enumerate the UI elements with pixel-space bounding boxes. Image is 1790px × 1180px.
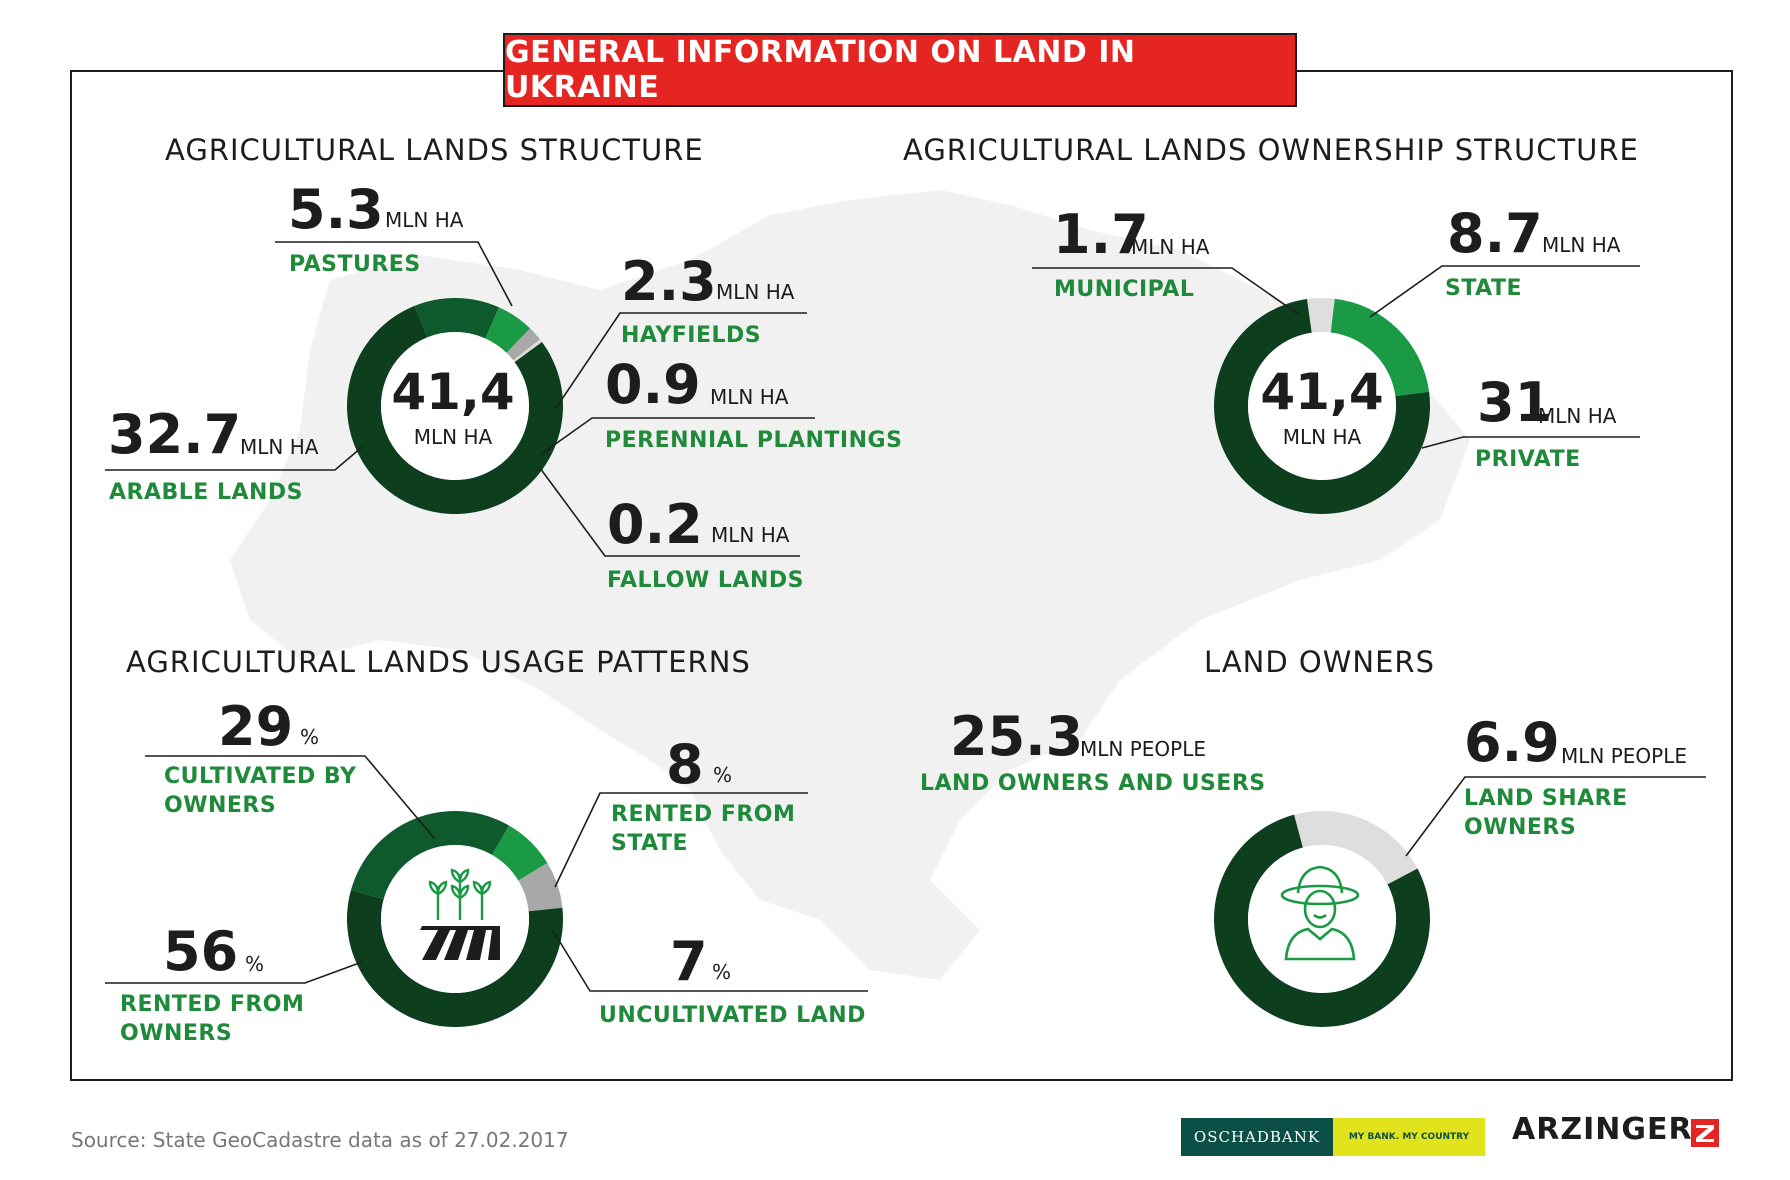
unit-fallow: MLN HA [711,523,790,547]
leader-private [1421,436,1640,449]
donut-ownership-structure [1214,297,1430,514]
unit-private: MLN HA [1538,404,1617,428]
value-municipal: 1.7 [1053,203,1149,266]
unit-uncultivated: % [712,960,732,984]
arzinger-logo: ARZINGER [1512,1112,1693,1147]
leader-state [1369,265,1640,318]
leader-rented-owners [105,961,363,984]
leader-cultivated [145,755,435,839]
value-fallow: 0.2 [607,493,703,556]
leader-pastures [275,241,513,307]
donut-lands-structure [347,298,564,514]
slice-hayfields [485,307,531,353]
leader-hayfields [555,312,807,409]
label-owners-users: LAND OWNERS AND USERS [920,771,1266,796]
value-pastures: 5.3 [288,178,384,241]
value-uncultivated: 7 [670,930,708,993]
slice-rented-from-state [492,825,548,881]
slice-land-share-owners [1294,811,1418,885]
leader-municipal [1032,267,1299,315]
label-share-owners-2: OWNERS [1464,815,1577,840]
oschadbank-tagline-text: MY BANK. MY COUNTRY [1348,1132,1470,1142]
leader-rented-state [554,792,808,888]
unit-state: MLN HA [1542,233,1621,257]
farmer-icon [1280,865,1360,961]
leader-fallow [539,467,800,557]
leader-perennial [539,417,815,456]
donut-hole [381,332,529,480]
leader-uncultivated [551,928,868,992]
value-arable: 32.7 [108,403,242,466]
center-value-lands: 41,4 [391,363,515,421]
title-ownership-structure: AGRICULTURAL LANDS OWNERSHIP STRUCTURE [903,133,1639,167]
center-value-ownership: 41,4 [1260,363,1384,421]
slice-land-owners-and-users [1214,814,1430,1027]
unit-perennial: MLN HA [710,385,789,409]
label-share-owners-1: LAND SHARE [1464,786,1628,811]
title-lands-structure: AGRICULTURAL LANDS STRUCTURE [165,133,704,167]
page-title: GENERAL INFORMATION ON LAND IN UKRAINE [503,33,1297,107]
arzinger-mark-icon [1691,1119,1719,1147]
slice-state [1330,298,1430,397]
label-fallow: FALLOW LANDS [607,568,804,593]
slice-fallow-lands [513,339,542,363]
value-owners-users: 25.3 [950,705,1084,768]
page-title-text: GENERAL INFORMATION ON LAND IN UKRAINE [505,35,1136,105]
value-cultivated: 29 [218,695,294,758]
oschadbank-name: OSCHADBANK [1193,1128,1321,1146]
slice-rented-from-owners [347,889,564,1027]
value-hayfields: 2.3 [621,250,717,313]
label-perennial: PERENNIAL PLANTINGS [605,428,903,453]
leader-lines [105,241,1706,992]
slice-cultivated-by-owners [350,811,509,900]
oschadbank-logo: OSCHADBANK [1181,1118,1333,1156]
label-rented-state-2: STATE [611,831,688,856]
label-municipal: MUNICIPAL [1054,277,1195,302]
label-state: STATE [1445,276,1522,301]
label-cultivated-1: CULTIVATED BY [164,764,357,789]
label-rented-state-1: RENTED FROM [611,802,796,827]
unit-hayfields: MLN HA [716,280,795,304]
leader-arable [105,446,363,471]
slice-municipal [1306,297,1335,333]
label-rented-owners-2: OWNERS [120,1021,233,1046]
label-cultivated-2: OWNERS [164,793,277,818]
unit-owners-users: MLN PEOPLE [1080,737,1206,761]
label-arable: ARABLE LANDS [109,480,304,505]
value-share-owners: 6.9 [1464,711,1560,774]
slice-perennial-plantings [506,328,541,361]
unit-share-owners: MLN PEOPLE [1561,744,1687,768]
value-perennial: 0.9 [605,353,701,416]
center-unit-lands: MLN HA [413,425,493,449]
label-pastures: PASTURES [289,252,421,277]
donut-hole [1248,332,1396,480]
center-unit-ownership: MLN HA [1282,425,1362,449]
value-state: 8.7 [1447,202,1543,265]
unit-municipal: MLN HA [1131,235,1210,259]
label-rented-owners-1: RENTED FROM [120,992,305,1017]
value-rented-state: 8 [666,733,704,796]
label-private: PRIVATE [1475,447,1581,472]
value-rented-owners: 56 [163,920,239,983]
slice-arable-lands [347,305,564,514]
leader-share-owners [1405,776,1706,857]
slice-pastures [414,298,500,339]
unit-cultivated: % [300,725,320,749]
unit-rented-owners: % [245,952,265,976]
wheat-field-icon [420,868,500,960]
label-hayfields: HAYFIELDS [621,323,762,348]
donut-usage-patterns [347,811,564,1027]
slice-private [1214,299,1430,514]
label-uncultivated: UNCULTIVATED LAND [599,1003,866,1028]
value-private: 31 [1477,371,1553,434]
title-usage-patterns: AGRICULTURAL LANDS USAGE PATTERNS [126,645,751,679]
unit-arable: MLN HA [240,435,319,459]
unit-rented-state: % [713,763,733,787]
slice-uncultivated-land [518,863,563,912]
oschadbank-tagline: MY BANK. MY COUNTRY [1333,1118,1485,1156]
source-note: Source: State GeoCadastre data as of 27.… [71,1128,569,1152]
unit-pastures: MLN HA [385,208,464,232]
title-land-owners: LAND OWNERS [1204,645,1435,679]
